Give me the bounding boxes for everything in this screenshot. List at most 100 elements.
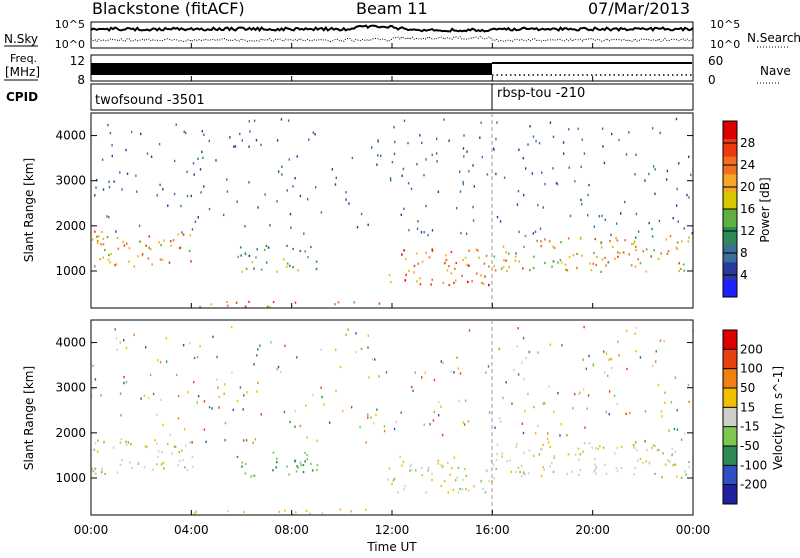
echo-cell bbox=[459, 372, 462, 375]
echo-cell bbox=[181, 231, 183, 234]
echo-cell bbox=[507, 252, 510, 255]
echo-cell bbox=[665, 178, 668, 181]
colorbar-segment bbox=[723, 209, 737, 228]
echo-cell bbox=[397, 491, 399, 494]
echo-cell bbox=[122, 339, 125, 342]
echo-cell bbox=[254, 438, 256, 441]
echo-cell bbox=[651, 127, 654, 130]
echo-cell bbox=[96, 241, 99, 245]
echo-cell bbox=[417, 262, 420, 265]
echo-cell bbox=[414, 371, 417, 374]
echo-cell bbox=[500, 420, 502, 423]
echo-cell bbox=[176, 373, 178, 377]
echo-cell bbox=[516, 442, 518, 446]
echo-cell bbox=[443, 479, 446, 483]
echo-cell bbox=[553, 410, 555, 413]
colorbar-segment bbox=[723, 121, 737, 140]
echo-cell bbox=[648, 172, 650, 176]
echo-cell bbox=[456, 206, 458, 210]
echo-cell bbox=[595, 263, 598, 267]
echo-cell bbox=[202, 156, 204, 160]
echo-cell bbox=[289, 212, 292, 216]
echo-cell bbox=[255, 256, 257, 259]
power-colorbar-label: Power [dB] bbox=[758, 177, 772, 242]
echo-cell bbox=[359, 425, 361, 429]
echo-cell bbox=[350, 406, 353, 409]
echo-cell bbox=[540, 474, 543, 477]
echo-cell bbox=[260, 413, 262, 416]
echo-cell bbox=[591, 446, 593, 449]
echo-cell bbox=[457, 367, 460, 370]
echo-cell bbox=[96, 235, 98, 238]
echo-cell bbox=[613, 452, 616, 455]
echo-cell bbox=[691, 231, 693, 235]
echo-cell bbox=[104, 472, 106, 476]
echo-cell bbox=[436, 160, 438, 163]
echo-cell bbox=[481, 155, 483, 159]
echo-cell bbox=[454, 279, 457, 282]
echo-cell bbox=[461, 274, 463, 278]
echo-cell bbox=[475, 272, 478, 275]
echo-cell bbox=[371, 358, 374, 361]
echo-cell bbox=[295, 470, 298, 473]
echo-cell bbox=[467, 420, 470, 423]
echo-cell bbox=[320, 211, 323, 214]
echo-cell bbox=[662, 452, 664, 455]
echo-cell bbox=[184, 131, 187, 135]
echo-cell bbox=[535, 139, 537, 143]
echo-cell bbox=[517, 466, 520, 469]
echo-cell bbox=[661, 415, 663, 418]
echo-cell bbox=[269, 224, 271, 227]
echo-cell bbox=[450, 250, 453, 254]
echo-cell bbox=[484, 275, 486, 278]
echo-cell bbox=[658, 219, 661, 223]
echo-cell bbox=[280, 370, 282, 374]
echo-cell bbox=[524, 410, 526, 413]
echo-cell bbox=[437, 459, 440, 462]
echo-cell bbox=[645, 460, 648, 463]
echo-cell bbox=[272, 300, 275, 304]
echo-cell bbox=[413, 271, 416, 274]
echo-cell bbox=[465, 474, 468, 477]
echo-cell bbox=[442, 281, 445, 284]
echo-cell bbox=[294, 301, 297, 304]
echo-cell bbox=[674, 463, 677, 466]
echo-cell bbox=[94, 230, 96, 233]
echo-cell bbox=[253, 363, 255, 366]
echo-cell bbox=[239, 246, 242, 249]
echo-cell bbox=[505, 251, 507, 254]
colorbar-tick-label: 4 bbox=[740, 268, 748, 282]
echo-cell bbox=[393, 477, 396, 480]
echo-cell bbox=[683, 227, 685, 230]
echo-cell bbox=[93, 265, 96, 268]
echo-cell bbox=[96, 450, 99, 453]
echo-cell bbox=[416, 280, 418, 283]
echo-cell bbox=[236, 455, 239, 459]
echo-cell bbox=[557, 261, 559, 264]
echo-cell bbox=[636, 449, 638, 452]
echo-cell bbox=[243, 511, 245, 514]
echo-cell bbox=[205, 440, 207, 444]
echo-cell bbox=[171, 452, 173, 455]
echo-cell bbox=[304, 451, 306, 454]
echo-cell bbox=[466, 150, 468, 153]
echo-cell bbox=[652, 165, 655, 168]
echo-cell bbox=[133, 333, 135, 337]
echo-cell bbox=[577, 127, 579, 131]
echo-cell bbox=[433, 378, 436, 382]
echo-cell bbox=[676, 241, 679, 244]
echo-cell bbox=[496, 215, 499, 219]
echo-cell bbox=[588, 441, 591, 445]
echo-cell bbox=[286, 262, 289, 265]
echo-cell bbox=[314, 186, 317, 189]
echo-cell bbox=[635, 441, 637, 444]
echo-cell bbox=[587, 193, 589, 197]
echo-cell bbox=[462, 421, 465, 424]
x-tick-label: 16:00 bbox=[475, 523, 510, 537]
echo-cell bbox=[162, 423, 164, 427]
echo-cell bbox=[365, 508, 367, 511]
echo-cell bbox=[294, 410, 296, 413]
echo-cell bbox=[456, 476, 459, 479]
echo-cell bbox=[462, 180, 464, 184]
echo-cell bbox=[302, 464, 305, 467]
